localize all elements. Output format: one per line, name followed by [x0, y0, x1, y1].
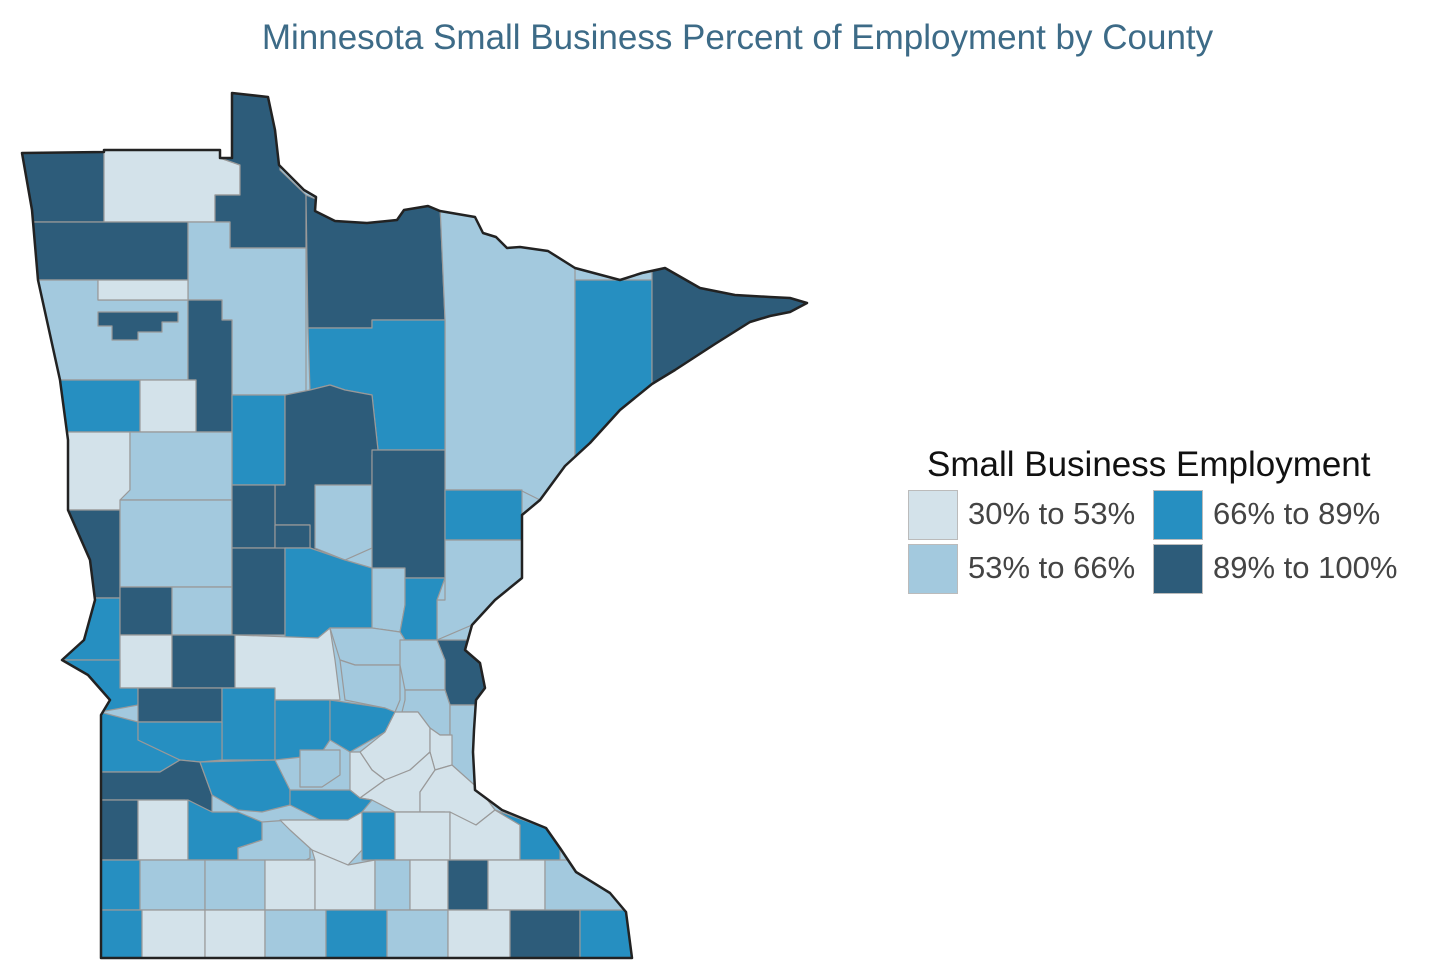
county-region	[199, 759, 291, 813]
legend-label: 30% to 53%	[968, 496, 1136, 531]
county-region	[444, 489, 523, 541]
state-outline	[20, 91, 809, 960]
county-region	[29, 221, 189, 281]
county-region	[579, 909, 651, 958]
county-region	[274, 699, 331, 761]
county-region	[264, 909, 327, 958]
county-region	[221, 687, 276, 761]
county-region	[371, 567, 406, 633]
county-region	[305, 194, 446, 329]
county-region	[394, 811, 451, 861]
map-title: Minnesota Small Business Percent of Empl…	[261, 18, 1214, 57]
county-region	[299, 749, 341, 788]
county-region	[137, 799, 189, 861]
legend-label: 66% to 89%	[1213, 496, 1381, 531]
county-region	[137, 687, 223, 723]
county-region	[59, 597, 121, 661]
county-region	[204, 909, 266, 958]
legend-swatch	[1153, 490, 1203, 540]
county-region	[409, 859, 449, 911]
county-region	[97, 311, 179, 341]
county-region	[59, 379, 141, 433]
county-region	[119, 431, 233, 501]
county-region	[439, 204, 576, 501]
county-region	[314, 484, 373, 561]
county-region	[374, 859, 411, 911]
county-region	[651, 259, 807, 385]
legend-label: 53% to 66%	[968, 550, 1136, 585]
county-region	[22, 149, 105, 223]
county-region	[59, 799, 139, 861]
county-region	[171, 586, 233, 636]
legend-title: Small Business Employment	[927, 445, 1371, 484]
county-region	[574, 279, 653, 461]
county-region	[399, 639, 446, 691]
county-region	[204, 859, 266, 911]
county-region	[386, 909, 449, 958]
county-region	[339, 659, 401, 713]
county-region	[139, 859, 206, 911]
county-region	[231, 394, 286, 486]
county-region	[119, 586, 173, 636]
county-region	[325, 909, 388, 958]
county-region	[141, 909, 206, 958]
county-region	[59, 431, 131, 511]
county-region	[509, 909, 581, 958]
county-region	[139, 379, 197, 433]
legend-swatch	[908, 490, 958, 540]
county-region	[371, 449, 446, 579]
county-region	[264, 859, 316, 911]
legend-swatch	[908, 544, 958, 594]
legend-label: 89% to 100%	[1213, 550, 1398, 585]
county-region	[231, 547, 286, 636]
county-region	[544, 859, 627, 913]
county-region	[447, 859, 489, 911]
county-region	[59, 509, 121, 599]
county-region	[119, 634, 173, 689]
county-region	[329, 627, 406, 666]
county-region	[119, 499, 233, 588]
county-region	[447, 909, 511, 958]
county-region	[487, 859, 546, 911]
county-region	[97, 279, 189, 301]
county-region	[231, 484, 276, 549]
county-region	[171, 634, 236, 689]
county-region	[361, 811, 396, 861]
legend-swatch	[1153, 544, 1203, 594]
